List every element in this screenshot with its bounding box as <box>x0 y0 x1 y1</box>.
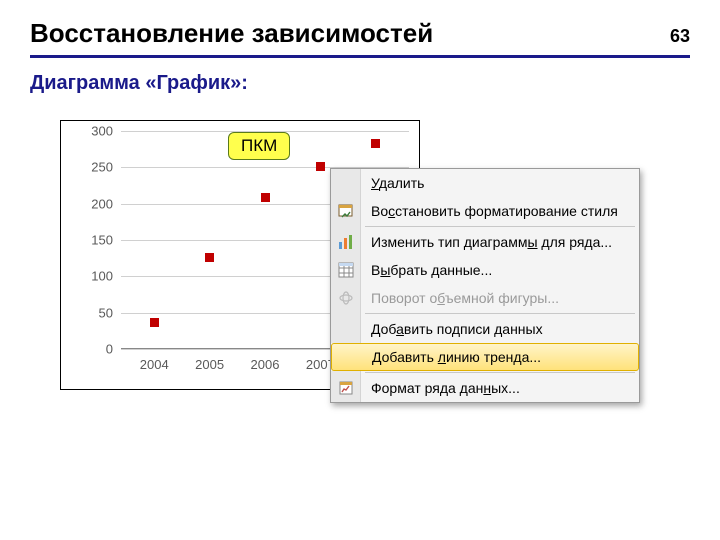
subtitle: Диаграмма «График»: <box>0 72 720 109</box>
title-underline <box>30 55 690 58</box>
restore-icon <box>331 197 361 225</box>
menu-item-label: Восстановить форматирование стиля <box>361 203 618 219</box>
menu-item[interactable]: Выбрать данные... <box>331 256 639 284</box>
menu-item[interactable]: Изменить тип диаграммы для ряда... <box>331 228 639 256</box>
menu-item[interactable]: Добавить линию тренда... <box>331 343 639 371</box>
chart-xtick-label: 2004 <box>140 357 169 372</box>
chart-xtick-label: 2005 <box>195 357 224 372</box>
none-icon <box>332 344 362 370</box>
menu-item-label: Выбрать данные... <box>361 262 492 278</box>
chart-xtick-label: 2006 <box>251 357 280 372</box>
menu-item[interactable]: Восстановить форматирование стиля <box>331 197 639 225</box>
chart-data-point[interactable] <box>205 253 214 262</box>
rotate3d-icon <box>331 284 361 312</box>
menu-item-label: Изменить тип диаграммы для ряда... <box>361 234 612 250</box>
chart-ytick-label: 250 <box>91 160 113 175</box>
menu-item-label: Добавить подписи данных <box>361 321 543 337</box>
menu-item-label: Удалить <box>361 175 424 191</box>
menu-item-label: Формат ряда данных... <box>361 380 520 396</box>
context-menu[interactable]: Удалить Восстановить форматирование стиля… <box>330 168 640 403</box>
none-icon <box>331 169 361 197</box>
charttype-icon <box>331 228 361 256</box>
chart-data-point[interactable] <box>316 162 325 171</box>
format-icon <box>331 374 361 402</box>
chart-ytick-label: 150 <box>91 233 113 248</box>
selectdata-icon <box>331 256 361 284</box>
page-number: 63 <box>670 26 690 47</box>
menu-item: Поворот объемной фигуры... <box>331 284 639 312</box>
chart-ytick-label: 200 <box>91 196 113 211</box>
chart-data-point[interactable] <box>150 318 159 327</box>
menu-item[interactable]: Удалить <box>331 169 639 197</box>
menu-item[interactable]: Формат ряда данных... <box>331 374 639 402</box>
chart-ytick-label: 100 <box>91 269 113 284</box>
chart-data-point[interactable] <box>261 193 270 202</box>
menu-item-label: Добавить линию тренда... <box>362 349 541 365</box>
chart-data-point[interactable] <box>371 139 380 148</box>
chart-ytick-label: 0 <box>106 342 113 357</box>
rmb-callout: ПКМ <box>228 132 290 160</box>
menu-item[interactable]: Добавить подписи данных <box>331 315 639 343</box>
menu-item-label: Поворот объемной фигуры... <box>361 290 559 306</box>
none-icon <box>331 315 361 343</box>
chart-ytick-label: 50 <box>99 305 113 320</box>
chart-ytick-label: 300 <box>91 124 113 139</box>
page-title: Восстановление зависимостей <box>30 18 433 49</box>
